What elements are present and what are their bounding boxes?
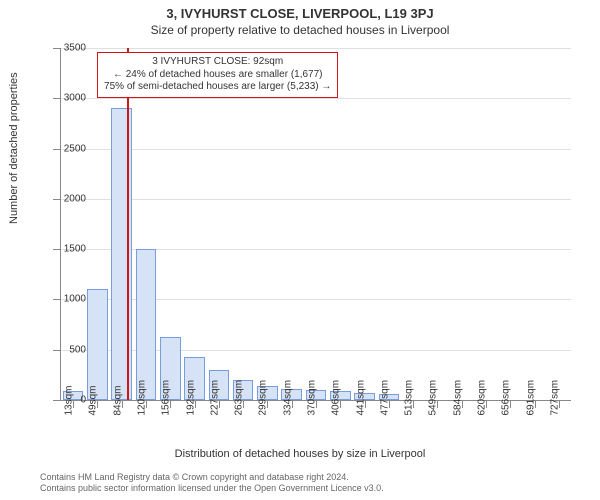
page-subtitle: Size of property relative to detached ho… [0,21,600,37]
y-tick-label: 500 [46,344,86,355]
y-tick-label: 3000 [46,93,86,104]
y-tick-label: 3500 [46,43,86,54]
annotation-line-3: 75% of semi-detached houses are larger (… [104,81,331,94]
annotation-line-2: ← 24% of detached houses are smaller (1,… [104,69,331,82]
marker-line [127,48,129,400]
x-axis-label: Distribution of detached houses by size … [0,448,600,460]
y-tick-label: 1000 [46,294,86,305]
page-title: 3, IVYHURST CLOSE, LIVERPOOL, L19 3PJ [0,0,600,21]
footer-line-2: Contains public sector information licen… [40,483,384,494]
chart-area: 3 IVYHURST CLOSE: 92sqm ← 24% of detache… [60,48,570,400]
footer-credits: Contains HM Land Registry data © Crown c… [40,472,384,495]
footer-line-1: Contains HM Land Registry data © Crown c… [40,472,384,483]
grid-line [61,149,571,150]
annotation-line-1: 3 IVYHURST CLOSE: 92sqm [104,56,331,69]
y-tick-label: 1500 [46,244,86,255]
annotation-box: 3 IVYHURST CLOSE: 92sqm ← 24% of detache… [97,52,338,98]
grid-line [61,48,571,49]
plot-region: 3 IVYHURST CLOSE: 92sqm ← 24% of detache… [60,48,571,401]
y-tick-label: 2000 [46,193,86,204]
bar [136,249,157,400]
chart-container: 3, IVYHURST CLOSE, LIVERPOOL, L19 3PJ Si… [0,0,600,500]
grid-line [61,199,571,200]
y-axis-label: Number of detached properties [8,72,20,224]
grid-line [61,98,571,99]
y-tick-label: 2500 [46,143,86,154]
bar [87,289,108,400]
